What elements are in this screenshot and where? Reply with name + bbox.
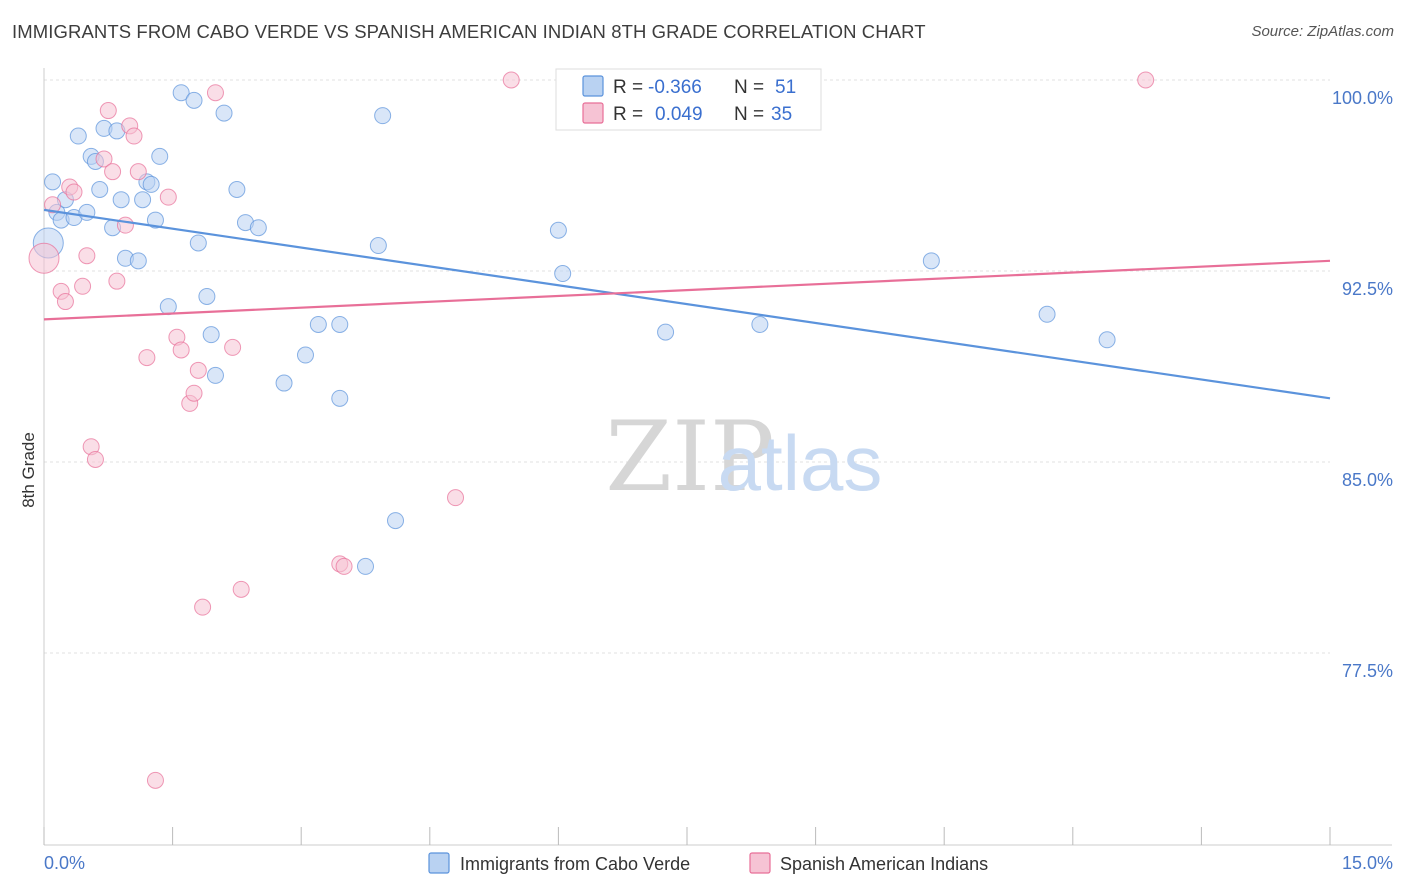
x-tick-label: 15.0% xyxy=(1342,853,1393,873)
legend-swatch-pink xyxy=(582,102,604,124)
y-axis-label: 8th Grade xyxy=(19,432,38,508)
legend-n-value-2: 35 xyxy=(771,104,792,125)
correlation-legend: R = -0.366 N = 51 R = 0.049 N = 35 xyxy=(555,68,822,131)
blue-point xyxy=(44,173,62,191)
blue-point xyxy=(129,252,147,270)
blue-point xyxy=(198,287,216,305)
blue-point xyxy=(151,147,169,165)
blue-point xyxy=(922,252,940,270)
legend-r-label-1: R = xyxy=(613,77,643,98)
legend-n-value-1: 51 xyxy=(775,77,796,98)
legend-r-value-1: -0.366 xyxy=(648,77,702,98)
blue-point xyxy=(228,181,246,199)
pink-point xyxy=(206,84,224,102)
pink-point xyxy=(95,150,113,168)
blue-point xyxy=(146,211,164,229)
blue-point xyxy=(549,221,567,239)
legend-n-label-1: N = xyxy=(734,77,764,98)
pink-point xyxy=(65,183,83,201)
pink-point xyxy=(335,557,353,575)
series-legend: Immigrants from Cabo Verde Spanish Ameri… xyxy=(428,852,988,874)
blue-point xyxy=(309,315,327,333)
y-tick-labels: 77.5% 85.0% 92.5% 100.0% xyxy=(1332,88,1393,681)
blue-point xyxy=(159,298,177,316)
blue-point xyxy=(134,191,152,209)
blue-point xyxy=(357,557,374,575)
pink-point xyxy=(159,188,177,206)
pink-point xyxy=(502,71,520,89)
pink-point xyxy=(189,361,207,379)
blue-point xyxy=(172,84,190,102)
y-tick-label: 92.5% xyxy=(1342,279,1393,299)
blue-point xyxy=(69,127,87,145)
blue-trend-line xyxy=(43,208,1331,400)
pink-point xyxy=(108,272,126,290)
blue-point xyxy=(206,366,224,384)
pink-point xyxy=(56,293,74,311)
pink-point xyxy=(99,102,117,120)
chart-title: IMMIGRANTS FROM CABO VERDE VS SPANISH AM… xyxy=(12,21,926,42)
watermark-zip: ZIP xyxy=(605,401,774,513)
pink-point xyxy=(44,196,62,214)
blue-point xyxy=(275,374,293,392)
trend-lines xyxy=(43,208,1331,400)
bottom-legend-label-2: Spanish American Indians xyxy=(780,854,988,874)
pink-point xyxy=(138,349,156,367)
legend-r-value-2: 0.049 xyxy=(655,104,703,125)
blue-point xyxy=(387,512,405,530)
blue-point xyxy=(91,181,109,199)
pink-point xyxy=(28,242,60,274)
blue-point xyxy=(657,323,675,341)
x-tick-label: 0.0% xyxy=(44,853,85,873)
blue-point xyxy=(1098,331,1116,349)
legend-r-label-2: R = xyxy=(613,104,643,125)
legend-swatch-blue xyxy=(582,75,604,97)
pink-point xyxy=(129,163,147,181)
bottom-legend-label-1: Immigrants from Cabo Verde xyxy=(460,854,690,874)
y-tick-label: 100.0% xyxy=(1332,88,1393,108)
blue-point xyxy=(296,346,314,364)
blue-point xyxy=(215,104,233,122)
gridlines xyxy=(44,79,1330,654)
blue-point xyxy=(554,265,572,283)
source-label: Source: ZipAtlas.com xyxy=(1251,23,1394,40)
legend-n-label-2: N = xyxy=(734,104,764,125)
bottom-legend-swatch-blue xyxy=(428,852,450,874)
pink-point xyxy=(104,163,122,181)
blue-point xyxy=(185,91,203,109)
pink-point xyxy=(232,580,250,598)
pink-point xyxy=(116,216,134,234)
blue-point xyxy=(331,389,349,407)
pink-point xyxy=(146,771,164,789)
axes xyxy=(43,68,1392,846)
pink-point xyxy=(78,247,96,265)
blue-point xyxy=(189,234,207,252)
pink-point xyxy=(125,127,143,145)
blue-point xyxy=(249,219,267,237)
pink-point xyxy=(86,450,104,468)
blue-point xyxy=(202,326,220,344)
blue-point xyxy=(112,191,130,209)
x-tick-labels: 0.0% 15.0% xyxy=(44,853,1393,873)
blue-point xyxy=(331,315,349,333)
pink-point xyxy=(185,384,203,402)
y-tick-label: 77.5% xyxy=(1342,661,1393,681)
pink-point xyxy=(172,341,190,359)
pink-trend-line xyxy=(43,259,1331,321)
y-tick-label: 85.0% xyxy=(1342,470,1393,490)
blue-point xyxy=(1038,305,1056,323)
blue-point xyxy=(751,315,769,333)
pink-point xyxy=(194,598,212,616)
blue-point xyxy=(369,237,387,255)
blue-point xyxy=(374,107,392,125)
data-points xyxy=(28,71,1155,789)
bottom-legend-swatch-pink xyxy=(749,852,771,874)
blue-point xyxy=(142,175,160,193)
pink-point xyxy=(447,489,465,507)
watermark-atlas: atlas xyxy=(718,419,883,507)
pink-point xyxy=(1137,71,1155,89)
pink-point xyxy=(74,277,92,295)
pink-point xyxy=(224,338,242,356)
